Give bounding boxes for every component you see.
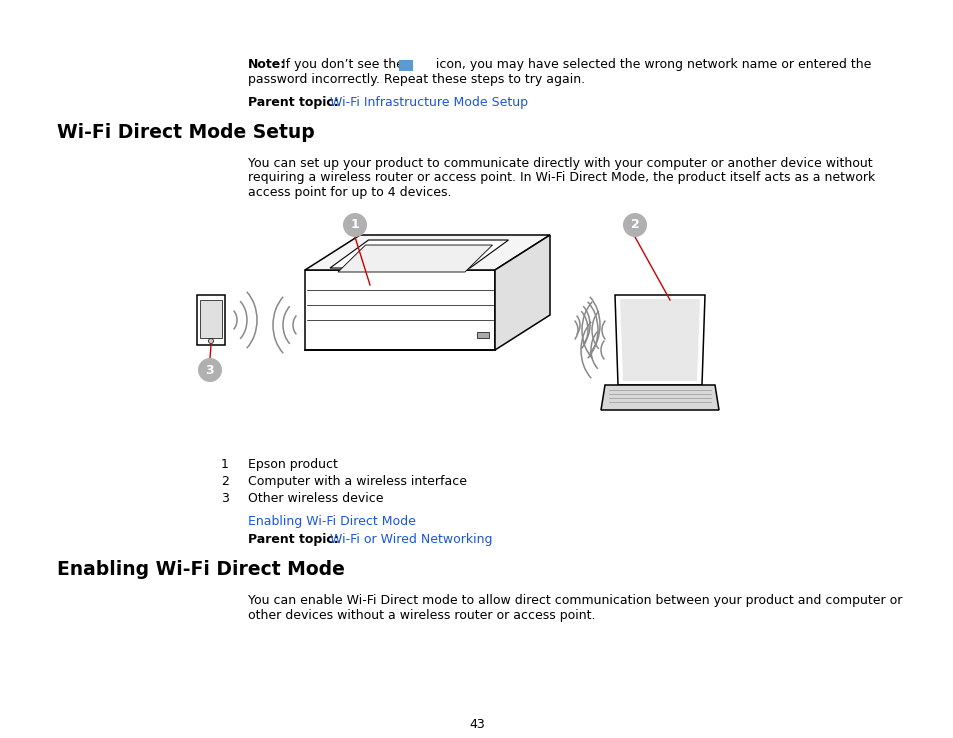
Text: 3: 3 [206, 364, 214, 376]
Text: 2: 2 [630, 218, 639, 232]
Bar [476, 332, 489, 338]
Bar [196, 295, 225, 345]
Polygon shape [495, 235, 550, 350]
Circle shape [343, 213, 367, 237]
Text: 1: 1 [221, 458, 229, 471]
Text: Computer with a wireless interface: Computer with a wireless interface [248, 475, 467, 488]
Polygon shape [305, 235, 550, 270]
Polygon shape [619, 299, 700, 381]
Text: Enabling Wi-Fi Direct Mode: Enabling Wi-Fi Direct Mode [248, 515, 416, 528]
Text: Note:: Note: [248, 58, 286, 71]
Circle shape [209, 339, 213, 343]
Text: You can set up your product to communicate directly with your computer or anothe: You can set up your product to communica… [248, 157, 872, 170]
Text: Parent topic:: Parent topic: [248, 96, 338, 109]
Text: 1: 1 [351, 218, 359, 232]
Text: You can enable Wi-Fi Direct mode to allow direct communication between your prod: You can enable Wi-Fi Direct mode to allo… [248, 594, 902, 607]
Text: requiring a wireless router or access point. In Wi-Fi Direct Mode, the product i: requiring a wireless router or access po… [248, 171, 874, 184]
Text: Enabling Wi-Fi Direct Mode: Enabling Wi-Fi Direct Mode [57, 560, 345, 579]
Text: Wi-Fi Infrastructure Mode Setup: Wi-Fi Infrastructure Mode Setup [330, 96, 527, 109]
Polygon shape [337, 245, 492, 272]
Text: Wi-Fi Direct Mode Setup: Wi-Fi Direct Mode Setup [57, 123, 314, 142]
Bar [200, 300, 222, 338]
Polygon shape [305, 270, 495, 350]
Text: access point for up to 4 devices.: access point for up to 4 devices. [248, 186, 451, 199]
Text: Parent topic:: Parent topic: [248, 533, 338, 546]
Text: Other wireless device: Other wireless device [248, 492, 383, 505]
Text: password incorrectly. Repeat these steps to try again.: password incorrectly. Repeat these steps… [248, 73, 584, 86]
Text: Wi-Fi or Wired Networking: Wi-Fi or Wired Networking [330, 533, 492, 546]
Text: 2: 2 [221, 475, 229, 488]
Circle shape [198, 358, 222, 382]
Text: 43: 43 [469, 718, 484, 731]
Text: If you don’t see the        icon, you may have selected the wrong network name o: If you don’t see the icon, you may have … [282, 58, 870, 71]
Polygon shape [615, 295, 704, 385]
Circle shape [622, 213, 646, 237]
Polygon shape [600, 385, 719, 410]
Polygon shape [330, 240, 508, 268]
Text: other devices without a wireless router or access point.: other devices without a wireless router … [248, 609, 595, 621]
Text: Epson product: Epson product [248, 458, 337, 471]
Bar [398, 60, 413, 71]
Text: 3: 3 [221, 492, 229, 505]
